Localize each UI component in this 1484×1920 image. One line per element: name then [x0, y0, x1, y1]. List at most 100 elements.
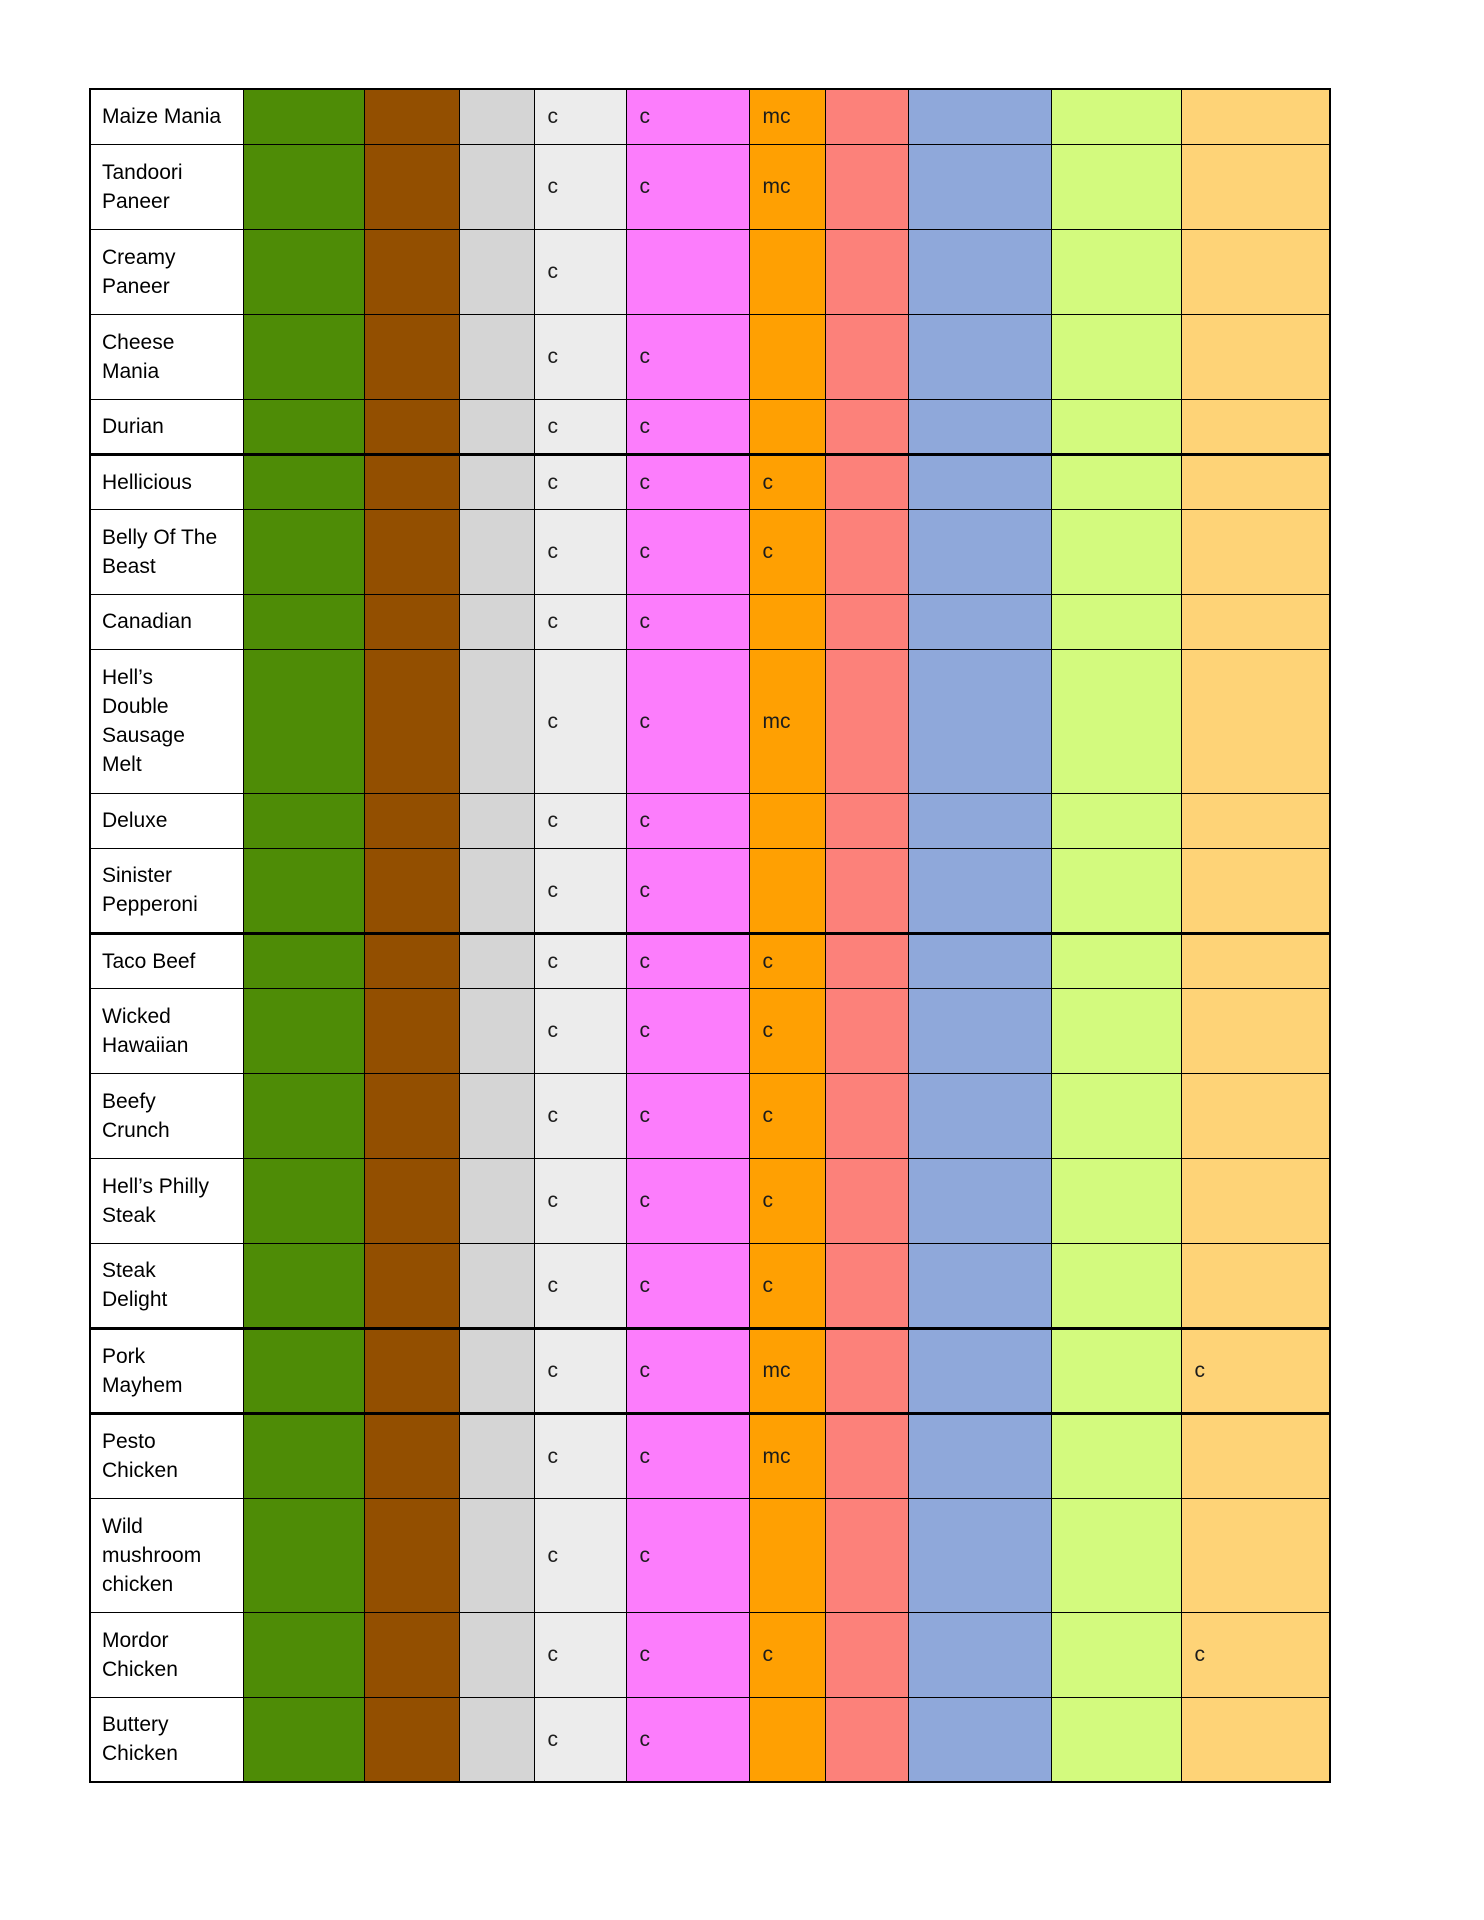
magenta-cell: c	[625, 1696, 750, 1783]
orange-cell	[748, 398, 826, 456]
table-row: Cheese Mania c c	[89, 313, 1331, 400]
brown-cell	[363, 1242, 460, 1330]
magenta-cell: c	[625, 1327, 750, 1415]
green-cell	[242, 1412, 365, 1499]
brown-cell	[363, 987, 460, 1074]
yellow-green-cell	[1050, 228, 1182, 315]
yellow-green-cell	[1050, 1696, 1182, 1783]
row-label: Tandoori Paneer	[89, 143, 244, 230]
table-row: Hell’s Double Sausage Melt c c mc	[89, 648, 1331, 794]
brown-cell	[363, 847, 460, 935]
orange-cell: c	[748, 1242, 826, 1330]
tan-cell: c	[1180, 1327, 1331, 1415]
row-label: Cheese Mania	[89, 313, 244, 400]
light-gray-cell: c	[533, 648, 627, 794]
yellow-green-cell	[1050, 1242, 1182, 1330]
orange-cell	[748, 1497, 826, 1613]
green-cell	[242, 453, 365, 510]
orange-cell: c	[748, 987, 826, 1074]
salmon-cell	[824, 398, 909, 456]
table-row: Hellicious c c c	[89, 453, 1331, 510]
table-row: Steak Delight c c c	[89, 1242, 1331, 1330]
light-gray-cell: c	[533, 143, 627, 230]
brown-cell	[363, 1327, 460, 1415]
light-gray-cell: c	[533, 932, 627, 989]
magenta-cell: c	[625, 987, 750, 1074]
light-gray-cell: c	[533, 593, 627, 650]
tan-cell	[1180, 143, 1331, 230]
light-gray-cell: c	[533, 1327, 627, 1415]
yellow-green-cell	[1050, 398, 1182, 456]
light-gray-cell: c	[533, 792, 627, 849]
table-row: Maize Mania c c mc	[89, 88, 1331, 145]
brown-cell	[363, 932, 460, 989]
orange-cell: c	[748, 1072, 826, 1159]
tan-cell	[1180, 398, 1331, 456]
magenta-cell: c	[625, 1242, 750, 1330]
pizza-topping-matrix: Maize Mania c c mc Tandoori Paneer c c mc Creamy…	[89, 88, 1331, 1783]
magenta-cell: c	[625, 1497, 750, 1613]
table-row: Durian c c	[89, 398, 1331, 456]
brown-cell	[363, 453, 460, 510]
light-gray-cell: c	[533, 88, 627, 145]
green-cell	[242, 648, 365, 794]
blue-cell	[907, 932, 1052, 989]
magenta-cell: c	[625, 508, 750, 595]
orange-cell	[748, 792, 826, 849]
salmon-cell	[824, 792, 909, 849]
light-gray-cell: c	[533, 1611, 627, 1698]
light-gray-cell: c	[533, 1072, 627, 1159]
blue-cell	[907, 1696, 1052, 1783]
yellow-green-cell	[1050, 932, 1182, 989]
yellow-green-cell	[1050, 313, 1182, 400]
magenta-cell: c	[625, 143, 750, 230]
magenta-cell: c	[625, 398, 750, 456]
green-cell	[242, 313, 365, 400]
yellow-green-cell	[1050, 593, 1182, 650]
brown-cell	[363, 1072, 460, 1159]
gray-cell	[458, 847, 535, 935]
blue-cell	[907, 1242, 1052, 1330]
blue-cell	[907, 313, 1052, 400]
light-gray-cell: c	[533, 1497, 627, 1613]
tan-cell: c	[1180, 1611, 1331, 1698]
row-label: Hell’s Double Sausage Melt	[89, 648, 244, 794]
matrix-body: Maize Mania c c mc Tandoori Paneer c c mc Creamy…	[89, 88, 1331, 1783]
gray-cell	[458, 593, 535, 650]
magenta-cell: c	[625, 1611, 750, 1698]
light-gray-cell: c	[533, 453, 627, 510]
table-row: Hell’s Philly Steak c c c	[89, 1157, 1331, 1244]
green-cell	[242, 792, 365, 849]
blue-cell	[907, 593, 1052, 650]
tan-cell	[1180, 1497, 1331, 1613]
salmon-cell	[824, 987, 909, 1074]
green-cell	[242, 932, 365, 989]
tan-cell	[1180, 1412, 1331, 1499]
table-row: Pesto Chicken c c mc	[89, 1412, 1331, 1499]
gray-cell	[458, 508, 535, 595]
blue-cell	[907, 792, 1052, 849]
row-label: Buttery Chicken	[89, 1696, 244, 1783]
magenta-cell: c	[625, 792, 750, 849]
green-cell	[242, 1157, 365, 1244]
gray-cell	[458, 88, 535, 145]
tan-cell	[1180, 1242, 1331, 1330]
light-gray-cell: c	[533, 313, 627, 400]
table-row: Beefy Crunch c c c	[89, 1072, 1331, 1159]
yellow-green-cell	[1050, 143, 1182, 230]
brown-cell	[363, 508, 460, 595]
salmon-cell	[824, 1072, 909, 1159]
gray-cell	[458, 313, 535, 400]
yellow-green-cell	[1050, 1327, 1182, 1415]
row-label: Pork Mayhem	[89, 1327, 244, 1415]
gray-cell	[458, 1696, 535, 1783]
blue-cell	[907, 1412, 1052, 1499]
salmon-cell	[824, 1611, 909, 1698]
green-cell	[242, 398, 365, 456]
row-label: Deluxe	[89, 792, 244, 849]
table-row: Deluxe c c	[89, 792, 1331, 849]
magenta-cell: c	[625, 1072, 750, 1159]
green-cell	[242, 88, 365, 145]
brown-cell	[363, 648, 460, 794]
orange-cell	[748, 1696, 826, 1783]
